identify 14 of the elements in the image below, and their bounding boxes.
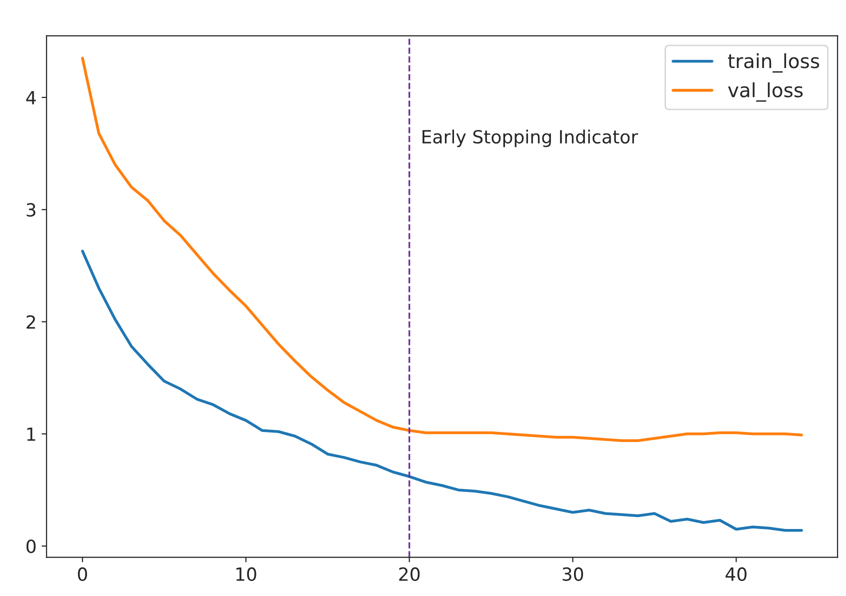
x-tick-label: 10 [236, 567, 256, 581]
y-tick-label: 4 [26, 91, 36, 104]
y-tick-label: 0 [26, 540, 36, 554]
y-tick-label: 2 [26, 315, 35, 329]
legend-label: val_loss [728, 82, 803, 102]
ref-line-label: Early Stopping Indicator [422, 130, 638, 148]
y-tick-label: 3 [26, 203, 36, 217]
x-tick-label: 20 [399, 567, 420, 581]
x-tick-label: 30 [562, 567, 584, 581]
legend-label: train_loss [728, 53, 820, 73]
x-tick-label: 40 [726, 567, 746, 581]
line-series [81, 250, 803, 532]
y-tick-label: 1 [27, 428, 36, 441]
x-tick-label: 0 [78, 567, 88, 581]
